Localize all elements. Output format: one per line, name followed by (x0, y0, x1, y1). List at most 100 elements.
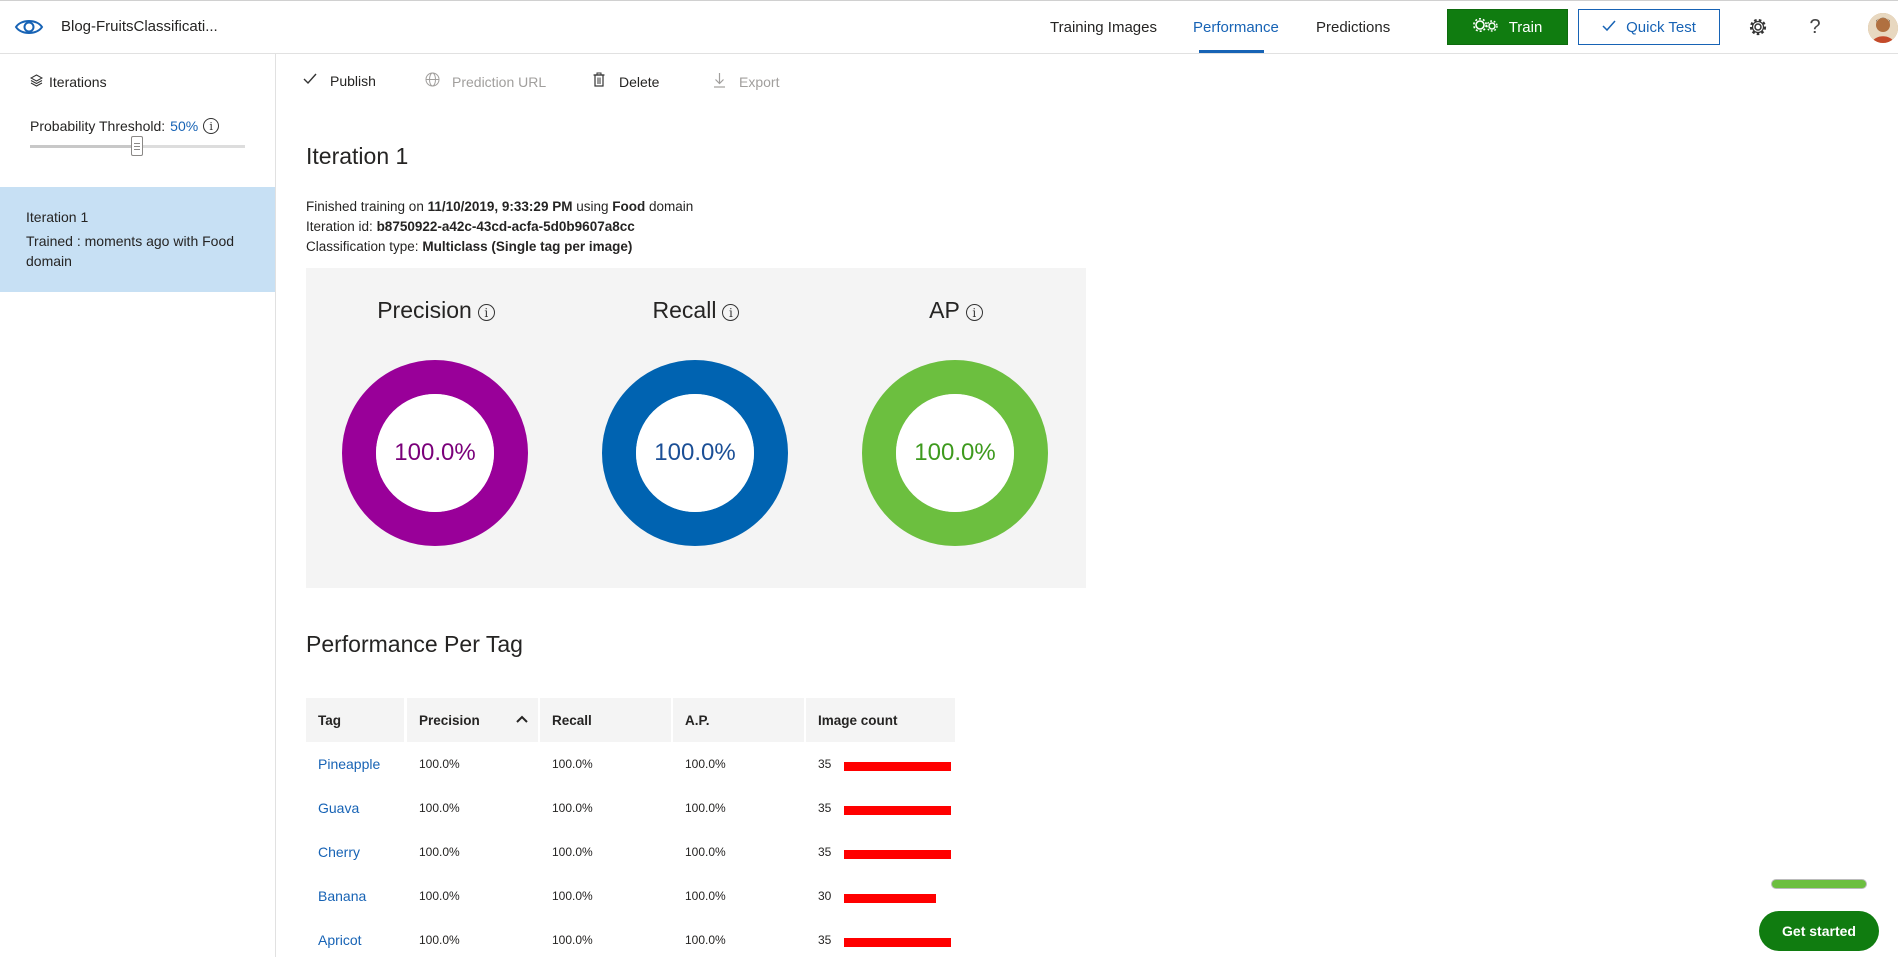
layers-icon (29, 74, 44, 90)
nav-predictions[interactable]: Predictions (1316, 19, 1391, 36)
precision-metric: Precision i 100.0% (306, 268, 566, 588)
info-icon[interactable]: i (722, 304, 740, 321)
probability-threshold: Probability Threshold: 50% i (30, 118, 220, 134)
image-count-bar (844, 806, 951, 815)
iteration-id-label: Iteration id: (306, 219, 373, 234)
help-icon[interactable]: ? (1809, 15, 1821, 38)
download-icon (711, 72, 727, 92)
tag-link[interactable]: Banana (318, 888, 367, 904)
ap-cell: 100.0% (685, 845, 726, 859)
iteration-name: Iteration 1 (26, 209, 89, 225)
recall-label: Recall (652, 297, 717, 323)
delete-button[interactable]: Delete (591, 72, 659, 91)
column-header-recall[interactable]: Recall (540, 698, 671, 742)
column-header-image-count[interactable]: Image count (806, 698, 955, 742)
classification-value: Multiclass (Single tag per image) (422, 239, 633, 254)
recall-cell: 100.0% (552, 845, 593, 859)
ap-label: AP (929, 297, 960, 323)
ap-value: 100.0% (914, 439, 996, 466)
check-icon (1602, 19, 1616, 36)
train-label: Train (1508, 18, 1543, 36)
quick-test-button[interactable]: Quick Test (1578, 9, 1720, 45)
recall-value: 100.0% (654, 439, 736, 466)
image-count-bar (844, 850, 951, 859)
image-count-bar (844, 938, 951, 947)
precision-title: Precision i (306, 297, 566, 324)
table-row: Pineapple 100.0% 100.0% 100.0% 35 (306, 742, 955, 786)
column-header-precision[interactable]: Precision (407, 698, 538, 742)
project-name[interactable]: Blog-FruitsClassificati... (61, 18, 218, 35)
quick-test-label: Quick Test (1626, 18, 1696, 36)
avatar[interactable] (1868, 13, 1898, 43)
train-button[interactable]: Train (1447, 9, 1568, 45)
table-row: Apricot 100.0% 100.0% 100.0% 35 (306, 918, 955, 957)
finished-using: using (576, 199, 609, 214)
delete-label: Delete (619, 73, 660, 90)
column-header-tag[interactable]: Tag (306, 698, 404, 742)
classification-type-line: Classification type: Multiclass (Single … (306, 239, 632, 254)
precision-value: 100.0% (394, 439, 476, 466)
ap-metric: AP i 100.0% (826, 268, 1086, 588)
iteration-description: Trained : moments ago with Food domain (26, 233, 235, 269)
precision-cell: 100.0% (419, 845, 460, 859)
sort-ascending-icon (516, 710, 528, 726)
precision-donut (342, 360, 528, 546)
info-icon[interactable]: i (203, 118, 220, 134)
nav-training-images[interactable]: Training Images (1050, 19, 1157, 36)
ap-cell: 100.0% (685, 889, 726, 903)
finished-training-line: Finished training on 11/10/2019, 9:33:29… (306, 199, 693, 214)
precision-arc (342, 360, 528, 546)
domain-name: Food (612, 199, 646, 214)
iteration-id-value: b8750922-a42c-43cd-acfa-5d0b9607a8cc (376, 219, 635, 234)
image-count-bar (844, 894, 936, 903)
image-count-cell: 35 (818, 845, 832, 859)
image-count-cell: 30 (818, 889, 832, 903)
tag-link[interactable]: Pineapple (318, 756, 381, 772)
globe-icon (424, 72, 440, 91)
sidebar: Iterations Probability Threshold: 50% i … (0, 54, 276, 957)
tag-link[interactable]: Cherry (318, 844, 361, 860)
info-icon[interactable]: i (965, 304, 983, 321)
ap-donut (862, 360, 1048, 546)
eye-logo-icon[interactable] (14, 14, 44, 40)
ap-cell: 100.0% (685, 933, 726, 947)
precision-header-label: Precision (419, 712, 480, 728)
info-icon[interactable]: i (477, 304, 495, 321)
threshold-slider-fill (30, 145, 138, 148)
gear-icon[interactable] (1746, 15, 1770, 39)
export-button[interactable]: Export (711, 72, 779, 92)
image-count-cell: 35 (818, 801, 832, 815)
finished-date: 11/10/2019, 9:33:29 PM (427, 199, 573, 214)
image-count-cell: 35 (818, 933, 832, 947)
trash-icon (591, 72, 607, 91)
threshold-value: 50% (170, 118, 199, 134)
get-started-button[interactable]: Get started (1759, 911, 1879, 951)
active-tab-indicator (1199, 50, 1264, 53)
tag-link[interactable]: Guava (318, 800, 360, 816)
recall-cell: 100.0% (552, 933, 593, 947)
table-row: Guava 100.0% 100.0% 100.0% 35 (306, 786, 955, 830)
prediction-url-button[interactable]: Prediction URL (424, 72, 546, 91)
ap-cell: 100.0% (685, 801, 726, 815)
gears-icon (1472, 17, 1499, 37)
publish-label: Publish (330, 72, 376, 89)
precision-cell: 100.0% (419, 889, 460, 903)
image-count-cell: 35 (818, 757, 832, 771)
ap-arc (862, 360, 1048, 546)
column-header-ap[interactable]: A.P. (673, 698, 804, 742)
iterations-header[interactable]: Iterations (29, 74, 107, 90)
tag-link[interactable]: Apricot (318, 932, 362, 948)
publish-button[interactable]: Publish (302, 72, 376, 89)
iteration-list-item[interactable]: Iteration 1 Trained : moments ago with F… (0, 187, 275, 292)
finished-prefix: Finished training on (306, 199, 424, 214)
recall-cell: 100.0% (552, 757, 593, 771)
precision-cell: 100.0% (419, 757, 460, 771)
export-label: Export (739, 74, 780, 90)
iteration-title: Iteration 1 (306, 143, 409, 169)
table-row: Cherry 100.0% 100.0% 100.0% 35 (306, 830, 955, 874)
threshold-slider-thumb[interactable] (130, 136, 143, 156)
ap-cell: 100.0% (685, 757, 726, 771)
recall-donut (602, 360, 788, 546)
nav-performance[interactable]: Performance (1193, 19, 1279, 36)
iteration-id-line: Iteration id: b8750922-a42c-43cd-acfa-5d… (306, 219, 635, 234)
